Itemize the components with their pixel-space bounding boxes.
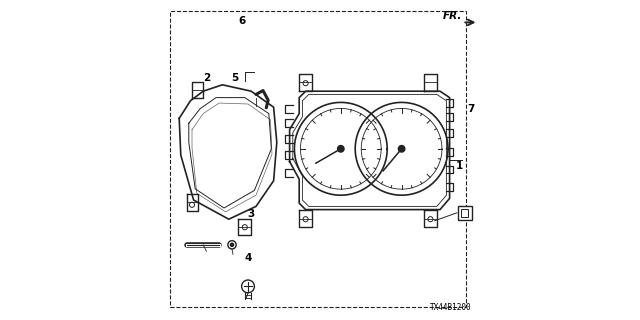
- Text: 1: 1: [456, 161, 463, 172]
- Bar: [458, 206, 472, 220]
- Bar: [461, 209, 468, 217]
- Circle shape: [243, 225, 248, 230]
- Text: 3: 3: [248, 209, 255, 220]
- Circle shape: [398, 146, 405, 152]
- Text: TX44B1200: TX44B1200: [430, 303, 472, 312]
- Circle shape: [303, 81, 308, 86]
- Circle shape: [230, 243, 234, 246]
- Text: 7: 7: [467, 104, 475, 114]
- Circle shape: [303, 217, 308, 222]
- Text: FR.: FR.: [443, 11, 462, 21]
- Text: 2: 2: [203, 73, 210, 84]
- Text: 6: 6: [238, 16, 245, 26]
- Circle shape: [337, 146, 344, 152]
- Circle shape: [189, 202, 195, 207]
- Circle shape: [428, 217, 433, 222]
- Circle shape: [242, 280, 255, 293]
- Text: 4: 4: [244, 252, 252, 263]
- Text: 5: 5: [232, 73, 239, 84]
- Circle shape: [228, 241, 236, 249]
